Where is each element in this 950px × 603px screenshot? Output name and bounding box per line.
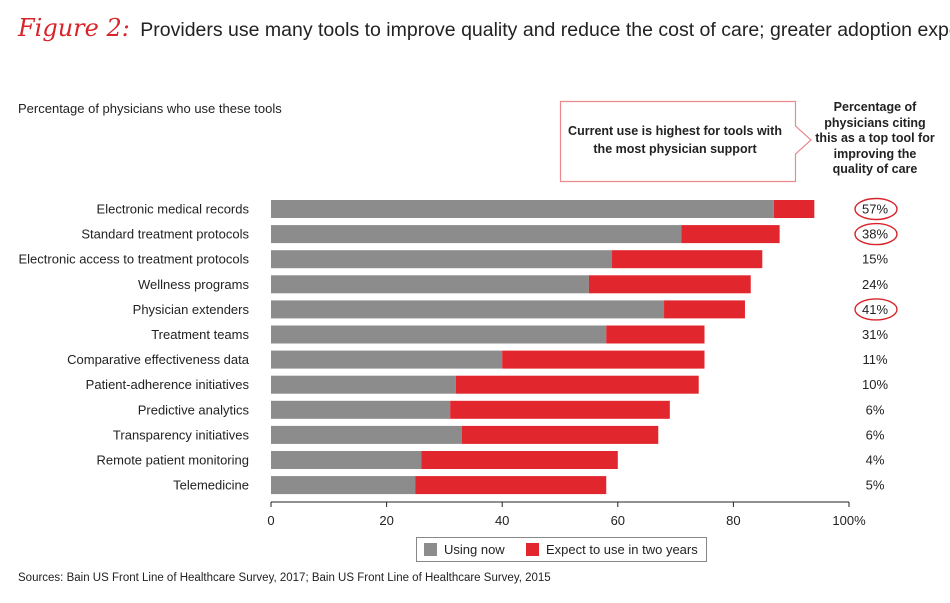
- category-label: Standard treatment protocols: [81, 227, 249, 242]
- bar-expect-two-years: [502, 350, 705, 369]
- top-tool-percentage: 57%: [862, 202, 888, 217]
- figure-title: Figure 2: Providers use many tools to im…: [18, 14, 950, 42]
- source-note: Sources: Bain US Front Line of Healthcar…: [18, 572, 551, 584]
- legend-swatch-expect: [526, 543, 539, 556]
- x-tick-label: 20: [379, 513, 393, 528]
- x-tick-label: 60: [611, 513, 625, 528]
- bar-using-now: [271, 325, 607, 344]
- category-label: Physician extenders: [133, 302, 250, 317]
- bar-using-now: [271, 300, 665, 319]
- bar-expect-two-years: [450, 400, 670, 419]
- bar-using-now: [271, 375, 456, 394]
- bar-using-now: [271, 225, 682, 244]
- bar-expect-two-years: [461, 425, 659, 444]
- bar-using-now: [271, 425, 462, 444]
- bar-using-now: [271, 400, 451, 419]
- category-label: Predictive analytics: [138, 402, 250, 417]
- category-label: Wellness programs: [138, 277, 250, 292]
- category-label: Transparency initiatives: [113, 427, 250, 442]
- top-tool-percentage: 24%: [862, 277, 888, 292]
- bar-expect-two-years: [455, 375, 699, 394]
- x-tick-label: 80: [726, 513, 740, 528]
- x-tick-label: 100%: [832, 513, 866, 528]
- bar-expect-two-years: [681, 225, 780, 244]
- bar-expect-two-years: [415, 476, 607, 495]
- top-tool-percentage: 11%: [862, 352, 887, 367]
- bar-expect-two-years: [612, 250, 763, 269]
- callout-box: [559, 100, 812, 183]
- bar-expect-two-years: [773, 200, 815, 218]
- category-label: Remote patient monitoring: [97, 453, 249, 468]
- category-label: Treatment teams: [151, 327, 249, 342]
- highlight-circle: [854, 197, 898, 221]
- top-tool-percentage: 41%: [862, 302, 888, 317]
- bar-using-now: [271, 476, 416, 495]
- bar-using-now: [271, 275, 589, 294]
- bar-expect-two-years: [606, 325, 705, 344]
- top-tool-percentage: 6%: [866, 427, 885, 442]
- legend-swatch-using-now: [424, 543, 437, 556]
- figure-label: Figure 2:: [18, 14, 130, 42]
- callout-text: Current use is highest for tools with th…: [568, 124, 782, 156]
- category-label: Comparative effectiveness data: [67, 352, 250, 367]
- top-tool-percentage: 4%: [866, 453, 885, 468]
- bar-expect-two-years: [664, 300, 745, 319]
- bar-using-now: [271, 250, 613, 269]
- category-label: Electronic medical records: [97, 202, 250, 217]
- top-tool-percentage: 38%: [862, 227, 888, 242]
- figure-title-text: Providers use many tools to improve qual…: [140, 19, 950, 41]
- highlight-circle: [854, 222, 898, 246]
- legend-box: [416, 537, 707, 562]
- top-tool-percentage: 6%: [866, 402, 885, 417]
- legend-label: Expect to use in two years: [546, 542, 698, 557]
- top-tool-percentage: 31%: [862, 327, 888, 342]
- bar-using-now: [271, 350, 503, 369]
- chart-subtitle: Percentage of physicians who use these t…: [18, 101, 282, 116]
- bar-expect-two-years: [421, 451, 618, 469]
- category-label: Patient-adherence initiatives: [86, 377, 250, 392]
- bar-expect-two-years: [588, 275, 751, 294]
- bar-using-now: [271, 200, 774, 218]
- legend-label: Using now: [444, 542, 505, 557]
- bar-using-now: [271, 451, 422, 469]
- category-label: Telemedicine: [173, 478, 249, 493]
- top-tool-percentage: 10%: [862, 377, 888, 392]
- highlight-circle: [854, 298, 898, 321]
- right-column-header: Percentage of physicians citing this as …: [815, 100, 935, 176]
- top-tool-percentage: 15%: [862, 252, 888, 267]
- category-label: Electronic access to treatment protocols: [19, 252, 250, 267]
- top-tool-percentage: 5%: [866, 478, 885, 493]
- x-tick-label: 0: [267, 513, 274, 528]
- x-tick-label: 40: [495, 513, 509, 528]
